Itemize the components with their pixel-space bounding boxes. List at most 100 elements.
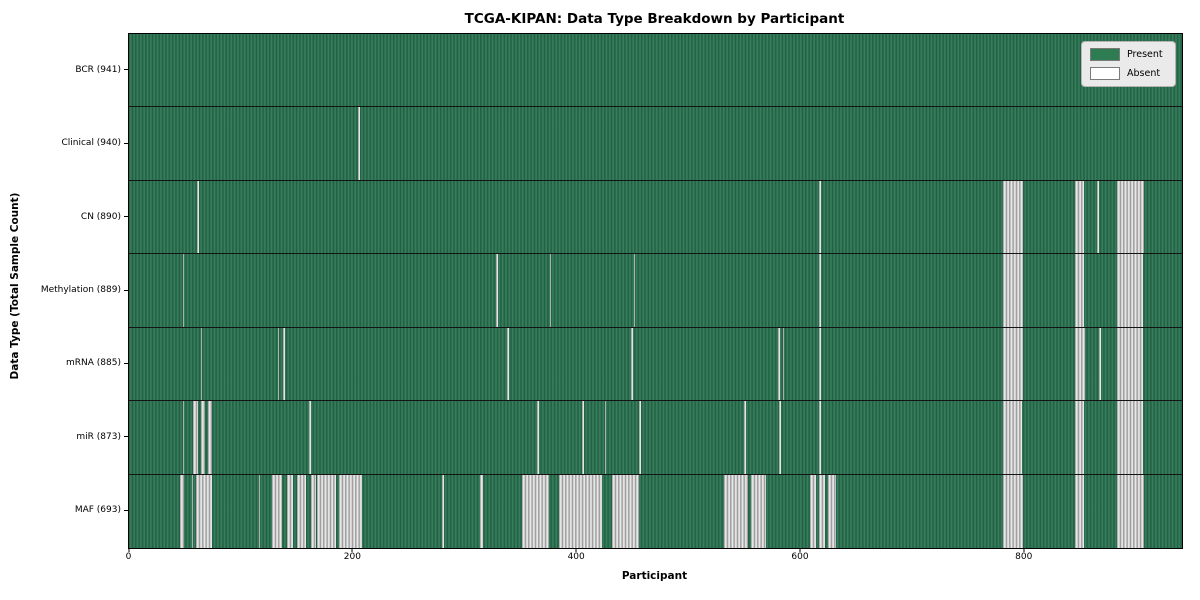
absent-stripe [724,474,748,548]
absent-stripe [537,401,540,474]
absent-stripe [191,474,194,548]
absent-stripe [1002,401,1022,474]
y-tick-mark [124,289,128,291]
y-axis-label: Data Type (Total Sample Count) [9,192,21,380]
absent-stripe [1117,401,1143,474]
plot-area [128,33,1183,549]
present-swatch-icon [1090,48,1120,61]
y-tick-label: BCR (941) [75,64,121,75]
x-tick-mark [128,548,130,552]
absent-stripe [192,401,199,474]
absent-stripe [1074,401,1084,474]
absent-stripe [819,327,822,401]
x-tick-label: 200 [343,552,361,562]
absent-stripe [828,474,837,548]
absent-stripe [1002,180,1024,254]
y-tick-mark [124,509,128,511]
x-tick-mark [799,548,801,552]
absent-stripe [779,401,781,474]
absent-stripe [339,474,362,548]
absent-stripe [1117,180,1144,254]
absent-stripe [633,254,636,327]
absent-stripe [358,107,360,180]
absent-stripe [810,474,817,548]
absent-stripe [272,474,283,548]
absent-stripe [549,254,552,327]
absent-stripe [819,254,822,327]
absent-stripe [311,474,316,548]
x-tick-label: 0 [125,552,132,562]
absent-stripe [558,474,603,548]
absent-stripe [1002,474,1024,548]
row-cn [129,180,1182,255]
y-tick-label: MAF (693) [74,505,121,516]
absent-stripe [1117,327,1143,401]
row-mir [129,401,1182,475]
row-maf [129,474,1182,548]
absent-stripe [751,474,766,548]
legend-item-present: Present [1090,48,1167,61]
absent-stripe [208,401,212,474]
x-axis-label: Participant [621,570,688,582]
y-tick-mark [124,142,128,144]
absent-stripe [480,474,483,548]
chart-title: TCGA-KIPAN: Data Type Breakdown by Parti… [464,11,845,27]
absent-stripe [200,401,206,474]
absent-stripe [316,474,336,548]
absent-stripe [1096,180,1099,254]
y-tick-mark [124,362,128,364]
y-tick-label: Methylation (889) [40,285,121,295]
absent-stripe [182,254,185,327]
row-bcr [129,34,1182,108]
row-mrna [129,327,1182,402]
legend-label-present: Present [1127,49,1163,60]
legend: Present Absent [1081,41,1176,87]
absent-stripe [496,254,498,327]
legend-label-absent: Absent [1127,68,1161,79]
row-methylation [129,254,1182,328]
absent-stripe [819,474,826,548]
row-clinical [129,107,1182,181]
absent-stripe [521,474,549,548]
absent-stripe [1117,254,1143,327]
y-tick-label: Clinical (940) [61,138,121,149]
absent-stripe [277,327,280,401]
absent-stripe [1002,327,1024,401]
y-tick-label: mRNA (885) [66,358,121,369]
absent-stripe [296,474,306,548]
absent-stripe [778,327,781,401]
absent-stripe [200,327,203,401]
x-tick-mark [575,548,577,552]
y-tick-mark [124,69,128,71]
x-tick-label: 800 [1015,552,1033,562]
absent-stripe [819,401,822,474]
absent-stripe [442,474,444,548]
absent-stripe [582,401,584,474]
absent-stripe [1074,180,1084,254]
absent-stripe [1074,474,1084,548]
absent-stripe [1099,327,1101,401]
x-tick-mark [1023,548,1025,552]
y-tick-mark [124,436,128,438]
absent-stripe [631,327,634,401]
absent-stripe [180,474,184,548]
absent-stripe [507,327,509,401]
absent-stripe [283,327,286,401]
absent-stripe [1002,254,1024,327]
y-tick-mark [124,216,128,218]
y-tick-label: miR (873) [76,431,121,442]
absent-stripe [639,401,641,474]
absent-stripe [1074,327,1085,401]
x-tick-label: 600 [791,552,809,562]
absent-stripe [286,474,294,548]
x-tick-label: 400 [567,552,585,562]
x-tick-mark [351,548,353,552]
absent-stripe [612,474,640,548]
absent-stripe [744,401,747,474]
absent-stripe [819,180,822,254]
y-tick-label: CN (890) [80,211,121,222]
absent-stripe [1117,474,1144,548]
absent-swatch-icon [1090,67,1120,80]
absent-stripe [1074,254,1084,327]
